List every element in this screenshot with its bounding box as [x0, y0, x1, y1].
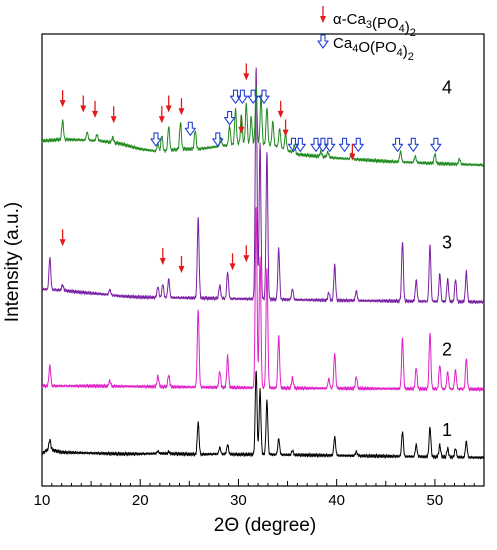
alpha-tcp-marker [178, 98, 185, 116]
x-tick-label: 30 [230, 492, 247, 509]
series-label-layer: 1 2 3 4 [442, 77, 452, 439]
x-axis-title: 2Θ (degree) [214, 515, 316, 536]
y-axis-title: Intensity (a.u.) [2, 202, 23, 322]
alpha-tcp-marker [229, 253, 236, 271]
series-line-2 [41, 206, 485, 392]
ttcp-marker [310, 137, 322, 152]
ttcp-marker [407, 137, 419, 152]
ttcp-marker [212, 132, 224, 147]
series-label-3: 3 [442, 233, 452, 253]
alpha-tcp-marker [158, 106, 165, 124]
ttcp-marker [258, 89, 270, 104]
ttcp-marker [150, 132, 162, 147]
x-tick-label: 10 [34, 492, 51, 509]
legend-label: α-Ca3(PO4)2 [333, 11, 416, 39]
series-line-1 [41, 370, 485, 460]
alpha-tcp-marker [178, 255, 185, 273]
alpha-tcp-marker [59, 90, 66, 108]
alpha-tcp-marker [243, 63, 250, 81]
alpha-tcp-marker [282, 119, 289, 137]
series-layer [41, 67, 485, 460]
tick-layer: 10 20 30 40 50 [34, 479, 485, 509]
alpha-tcp-marker [243, 245, 250, 263]
ttcp-marker [229, 89, 242, 104]
legend-open-arrow-icon [317, 34, 329, 49]
x-tick-label: 20 [132, 492, 149, 509]
ttcp-marker [247, 89, 259, 104]
ttcp-marker [294, 137, 306, 152]
alpha-tcp-marker [110, 106, 117, 124]
plot-frame [41, 33, 485, 487]
legend-filled-arrow-icon [320, 6, 326, 23]
ttcp-marker [430, 137, 442, 152]
series-label-1: 1 [442, 420, 452, 440]
legend-label: Ca4O(PO4)2 [333, 35, 414, 63]
alpha-tcp-marker [238, 116, 245, 134]
ttcp-marker [236, 89, 248, 104]
ttcp-marker [352, 137, 364, 152]
ttcp-marker [317, 137, 329, 152]
ttcp-marker [224, 111, 236, 126]
alpha-tcp-marker [277, 100, 284, 118]
series-label-4: 4 [442, 77, 452, 97]
ttcp-marker [324, 137, 336, 152]
series-label-2: 2 [442, 340, 452, 360]
alpha-tcp-marker [165, 95, 172, 113]
ttcp-marker [338, 137, 351, 152]
x-tick-label: 50 [427, 492, 444, 509]
alpha-tcp-marker [80, 95, 87, 113]
ttcp-marker [184, 121, 196, 136]
series-line-3 [41, 67, 485, 305]
marker-layer [59, 63, 442, 273]
series-line-4 [41, 86, 485, 167]
ttcp-marker [287, 137, 299, 152]
alpha-tcp-marker [159, 247, 166, 265]
alpha-tcp-marker [92, 100, 99, 118]
ttcp-marker [392, 137, 404, 152]
x-tick-label: 40 [328, 492, 345, 509]
alpha-tcp-marker [349, 143, 356, 161]
alpha-tcp-marker [59, 229, 66, 247]
